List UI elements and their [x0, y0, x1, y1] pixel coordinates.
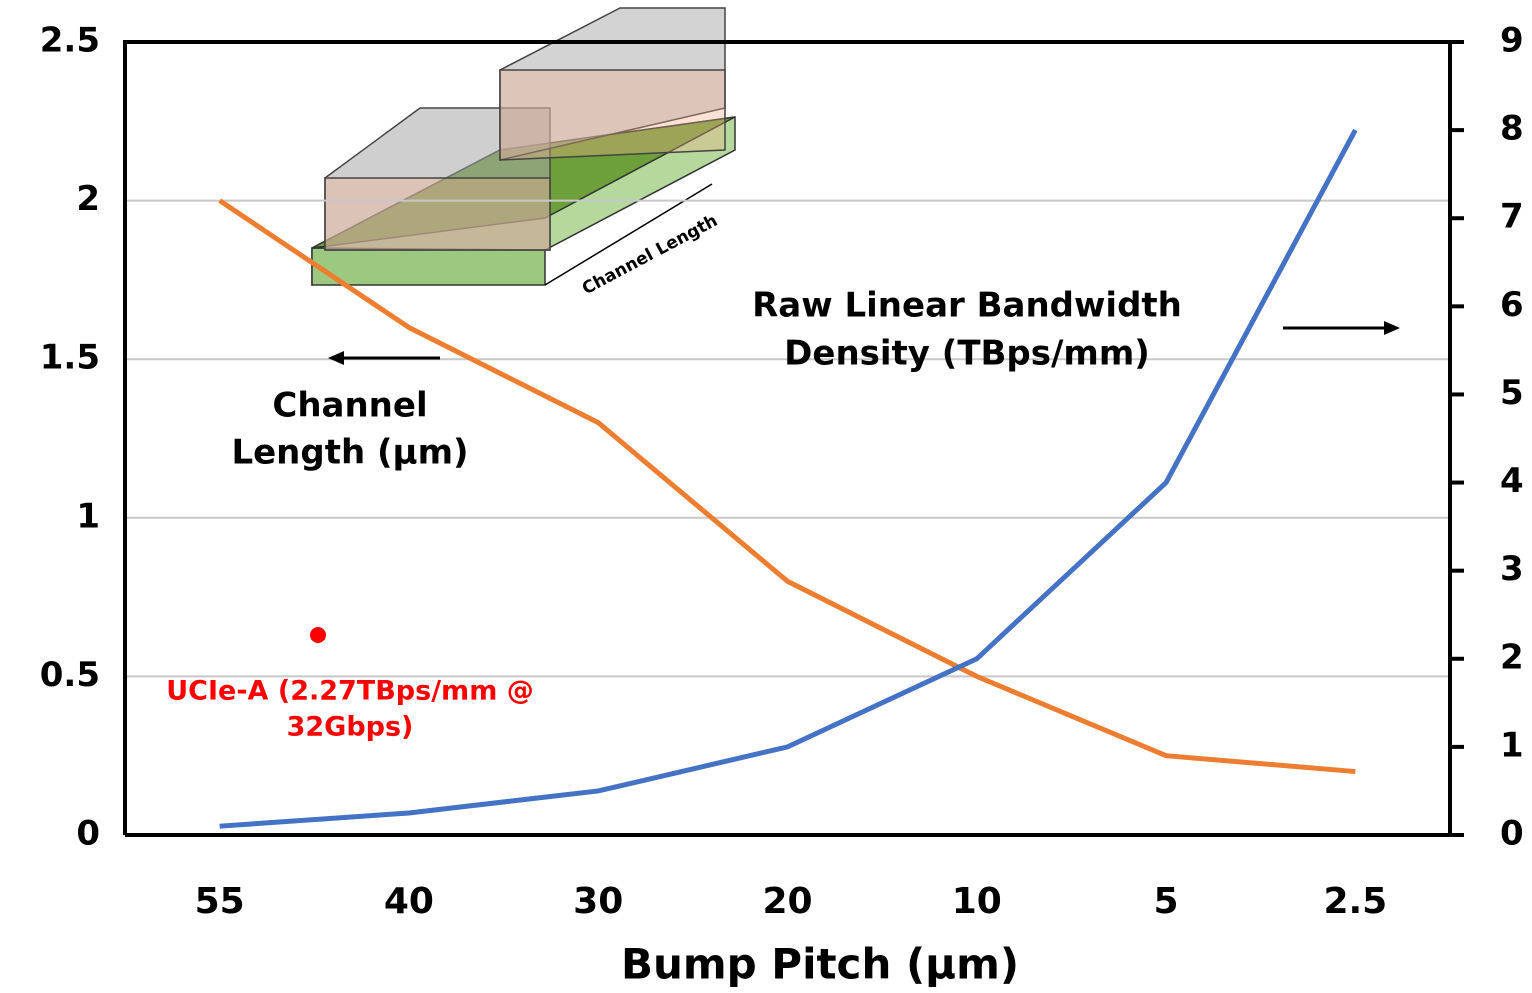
- x-axis-title: Bump Pitch (μm): [621, 940, 1019, 989]
- annotation-text: Length (μm): [231, 433, 468, 473]
- y2-tick-label: 7: [1500, 197, 1524, 237]
- point-label: UCIe-A (2.27TBps/mm @: [166, 676, 533, 707]
- y2-tick-label: 4: [1500, 461, 1524, 501]
- x-tick-label: 30: [573, 881, 623, 922]
- x-tick-label: 20: [762, 881, 812, 922]
- y2-tick-label: 9: [1500, 21, 1524, 61]
- y2-tick-label: 6: [1500, 285, 1524, 325]
- y-tick-label: 1: [76, 496, 100, 536]
- point-label: 32Gbps): [287, 712, 414, 743]
- chart: Channel Length Bump Pitch (μm) 0 0.5 1 1.5 2…: [0, 0, 1532, 993]
- arrowhead: [1384, 321, 1400, 335]
- y2-tick-label: 0: [1500, 814, 1524, 854]
- inset-illustration: Channel Length: [312, 8, 735, 299]
- x-tick-label: 5: [1154, 881, 1179, 922]
- y2-tick-label: 8: [1500, 109, 1524, 149]
- reference-point: [310, 627, 326, 643]
- arrowhead: [328, 351, 344, 365]
- y2-tick-label: 3: [1500, 549, 1524, 589]
- y-tick-label: 0.5: [40, 655, 100, 695]
- y-tick-label: 1.5: [40, 338, 100, 378]
- annotation-text: Raw Linear Bandwidth: [752, 286, 1182, 326]
- y2-tick-label: 2: [1500, 637, 1524, 677]
- y-tick-label: 2: [76, 179, 100, 219]
- x-tick-label: 55: [195, 881, 245, 922]
- x-tick-label: 2.5: [1323, 881, 1387, 922]
- y2-tick-label: 1: [1500, 725, 1524, 765]
- x-tick-label: 40: [384, 881, 434, 922]
- annotation-text: Channel: [272, 386, 427, 426]
- y2-tick-label: 5: [1500, 373, 1524, 413]
- annotation-text: Density (TBps/mm): [784, 334, 1150, 374]
- y-tick-label: 2.5: [40, 21, 100, 61]
- inset-label: Channel Length: [579, 211, 721, 299]
- x-tick-label: 10: [952, 881, 1002, 922]
- y-tick-label: 0: [76, 814, 100, 854]
